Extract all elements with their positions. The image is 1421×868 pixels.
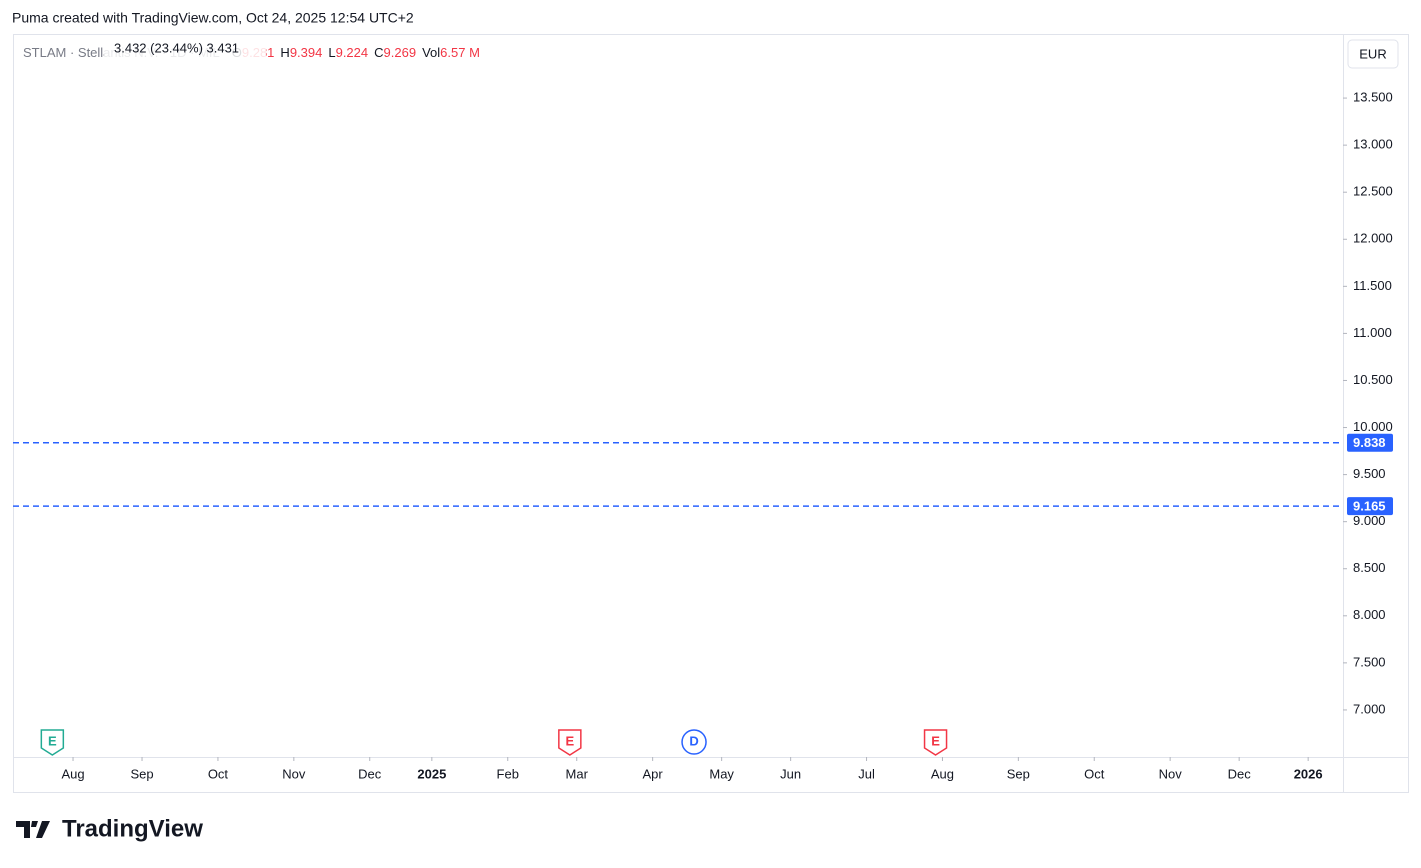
ohlc-value: 9.224 — [336, 45, 369, 60]
logo-icon — [16, 821, 50, 838]
ohlc-prefix: L — [328, 45, 335, 60]
event-marker — [681, 729, 707, 755]
volume-value: 6.57 M — [440, 45, 480, 60]
header: Puma created with TradingView.com, Oct 2… — [12, 10, 414, 26]
x-tick-label: Mar — [566, 766, 589, 781]
y-tick-label: 8.000 — [1353, 607, 1386, 622]
x-tick-label: Oct — [1084, 766, 1105, 781]
x-tick-label: Nov — [282, 766, 306, 781]
volume-prefix: Vol — [422, 45, 440, 60]
x-tick-label: Feb — [497, 766, 519, 781]
price-label: 9.165 — [1353, 499, 1386, 514]
x-tick-label: Dec — [358, 766, 382, 781]
event-label: E — [48, 733, 57, 748]
y-tick-label: 12.000 — [1353, 231, 1393, 246]
y-tick-label: 7.000 — [1353, 701, 1386, 716]
x-tick-label: Aug — [61, 766, 84, 781]
x-tick-label: Jun — [780, 766, 801, 781]
y-tick-label: 9.000 — [1353, 513, 1386, 528]
x-tick-label: Aug — [931, 766, 954, 781]
measure-label: 3.432 (23.44%) 3.431 — [114, 40, 239, 55]
measure-bg — [104, 38, 266, 64]
x-tick-label: Apr — [643, 766, 664, 781]
price-label: 9.838 — [1353, 435, 1386, 450]
y-tick-label: 11.000 — [1353, 325, 1392, 340]
y-tick-label: 13.500 — [1353, 90, 1393, 105]
event-marker — [923, 729, 948, 756]
event-marker — [40, 729, 65, 756]
y-tick-label: 9.500 — [1353, 466, 1386, 481]
price-label-box — [1347, 433, 1393, 452]
x-tick-label: May — [709, 766, 734, 781]
ohlc-prefix: C — [374, 45, 383, 60]
axes: 7.000 7.500 8.000 8.500 9.000 9.500 10.000 10.5… — [61, 90, 1392, 782]
y-tick-label: 13.000 — [1353, 137, 1393, 152]
x-tick-label: Sep — [1007, 766, 1030, 781]
currency-button[interactable] — [1347, 39, 1399, 69]
x-tick-label: 2026 — [1294, 766, 1323, 781]
y-tick-label: 12.500 — [1353, 184, 1393, 199]
x-tick-label: Nov — [1159, 766, 1183, 781]
x-tick-label: Jul — [858, 766, 875, 781]
ohlc-prefix: H — [280, 45, 289, 60]
x-tick-label: Oct — [208, 766, 229, 781]
y-tick-label: 10.500 — [1353, 372, 1393, 387]
y-tick-label: 11.500 — [1353, 278, 1392, 293]
x-tick-label: Sep — [130, 766, 153, 781]
x-tick-label: 2025 — [417, 766, 446, 781]
chart-frame — [13, 34, 1409, 793]
price-label-box — [1347, 497, 1393, 516]
event-marker — [558, 729, 582, 756]
currency[interactable]: EUR — [1359, 46, 1386, 61]
y-tick-label: 8.500 — [1353, 560, 1386, 575]
event-label: D — [689, 733, 698, 748]
ohlc-value: 9.394 — [290, 45, 323, 60]
y-tick-label: 7.500 — [1353, 654, 1386, 669]
event-label: E — [566, 733, 575, 748]
logo-text: TradingView — [62, 815, 203, 842]
x-tick-label: Dec — [1228, 766, 1252, 781]
ohlc-value: 9.269 — [384, 45, 417, 60]
y-tick-label: 10.000 — [1353, 419, 1393, 434]
logo: TradingView — [16, 815, 203, 842]
event-label: E — [931, 733, 940, 748]
